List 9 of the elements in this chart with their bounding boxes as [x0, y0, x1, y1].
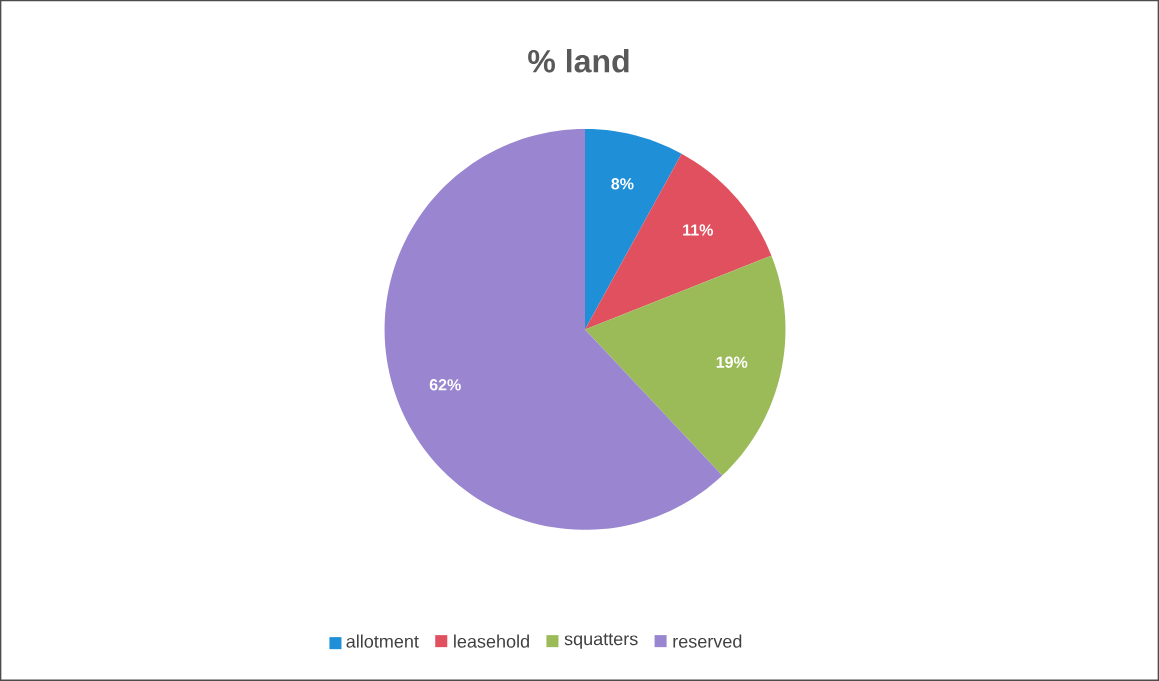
chart-title: % land — [528, 49, 629, 73]
data-label: 19% — [716, 356, 748, 368]
legend-label: squatters — [564, 633, 638, 649]
legend-label: reserved — [673, 634, 742, 648]
data-label: 62% — [429, 379, 461, 391]
data-label: 11% — [683, 224, 713, 236]
legend-label: allotment — [346, 634, 419, 648]
legend-label: leasehold — [454, 634, 529, 648]
data-label: 8% — [611, 178, 634, 190]
